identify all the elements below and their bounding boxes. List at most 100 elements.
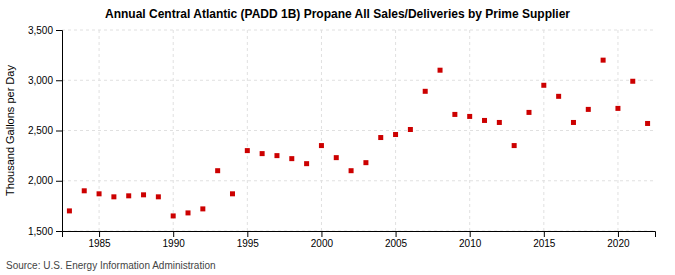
x-tick-label: 2000 (311, 238, 334, 249)
point (245, 148, 250, 153)
point (319, 143, 324, 148)
y-tick: 1,500 (28, 226, 62, 237)
x-tick-mark (99, 231, 100, 237)
point (304, 161, 309, 166)
point (482, 118, 487, 123)
point (393, 132, 398, 137)
x-tick: 2005 (385, 231, 408, 249)
point (289, 156, 294, 161)
point (645, 121, 650, 126)
point (186, 210, 191, 215)
x-tick-mark (321, 231, 322, 237)
x-tick: 2015 (533, 231, 556, 249)
x-tick-label: 1985 (88, 238, 111, 249)
grid-line-x (617, 30, 618, 231)
point (630, 79, 635, 84)
x-tick-label: 1990 (163, 238, 186, 249)
point (601, 58, 606, 63)
grid-line-x (321, 30, 322, 231)
x-tick-mark (173, 231, 174, 237)
point (260, 151, 265, 156)
point (378, 135, 383, 140)
y-tick: 2,500 (28, 125, 62, 136)
point (171, 213, 176, 218)
point (230, 191, 235, 196)
point (452, 112, 457, 117)
x-tick-mark (247, 231, 248, 237)
point (200, 206, 205, 211)
grid-line-y (62, 180, 655, 181)
grid-line-y (62, 130, 655, 131)
y-axis-title: Thousand Gallons per Day (4, 65, 16, 196)
y-tick-label: 2,500 (28, 125, 53, 136)
point (423, 89, 428, 94)
point (512, 143, 517, 148)
y-axis-line (56, 31, 63, 232)
point (556, 94, 561, 99)
y-tick-label: 3,500 (28, 25, 53, 36)
points (67, 58, 650, 219)
point (274, 153, 279, 158)
source: Source: U.S. Energy Information Administ… (6, 260, 216, 271)
grid-line-x (395, 30, 396, 231)
point (526, 110, 531, 115)
point (408, 127, 413, 132)
y-tick-mark (56, 231, 62, 232)
point (571, 120, 576, 125)
grid (62, 30, 655, 231)
point (541, 83, 546, 88)
point (82, 188, 87, 193)
point (156, 194, 161, 199)
x-tick: 1985 (88, 231, 111, 249)
y-tick: 2,000 (28, 175, 62, 186)
point (438, 68, 443, 73)
grid-line-x (543, 30, 544, 231)
x-axis: 1985 1990 1995 2000 2005 2010 2015 2020 (63, 231, 656, 249)
point (215, 168, 220, 173)
x-tick: 1990 (163, 231, 186, 249)
grid-line-x (99, 30, 100, 231)
grid-line-x (173, 30, 174, 231)
x-tick: 2020 (607, 231, 630, 249)
x-tick-label: 2010 (459, 238, 482, 249)
point (363, 160, 368, 165)
x-tick-mark (618, 231, 619, 237)
y-tick-label: 3,000 (28, 75, 53, 86)
point (111, 194, 116, 199)
y-tick-mark (56, 131, 62, 132)
point (67, 208, 72, 213)
point (349, 168, 354, 173)
y-tick-mark (56, 30, 62, 31)
x-tick: 1995 (237, 231, 260, 249)
y-tick: 3,500 (28, 25, 62, 36)
chart: 1985 1990 1995 2000 2005 2010 2015 2020 1,500 2,0… (0, 0, 675, 275)
point (97, 191, 102, 196)
x-tick: 2010 (459, 231, 482, 249)
x-tick-mark (396, 231, 397, 237)
grid-line-y (62, 30, 655, 31)
y-tick: 3,000 (28, 75, 62, 86)
plot: 1985 1990 1995 2000 2005 2010 2015 2020 1,500 2,0… (28, 25, 656, 249)
y-tick-label: 2,000 (28, 175, 53, 186)
grid-line-x (469, 30, 470, 231)
y-tick-mark (56, 181, 62, 182)
point (497, 120, 502, 125)
point (586, 107, 591, 112)
x-tick-label: 2005 (385, 238, 408, 249)
point (126, 193, 131, 198)
y-tick-label: 1,500 (28, 226, 53, 237)
x-tick-mark (544, 231, 545, 237)
x-tick-label: 1995 (237, 238, 260, 249)
y-axis: 1,500 2,000 2,500 3,000 3,500 (28, 25, 63, 237)
x-tick-mark (470, 231, 471, 237)
grid-line-y (62, 80, 655, 81)
y-tick-mark (56, 80, 62, 81)
point (334, 155, 339, 160)
grid-line-x (247, 30, 248, 231)
point (141, 192, 146, 197)
point (615, 106, 620, 111)
title: Annual Central Atlantic (PADD 1B) Propan… (105, 7, 570, 21)
point (467, 114, 472, 119)
x-tick-label: 2020 (607, 238, 630, 249)
x-tick-label: 2015 (533, 238, 556, 249)
